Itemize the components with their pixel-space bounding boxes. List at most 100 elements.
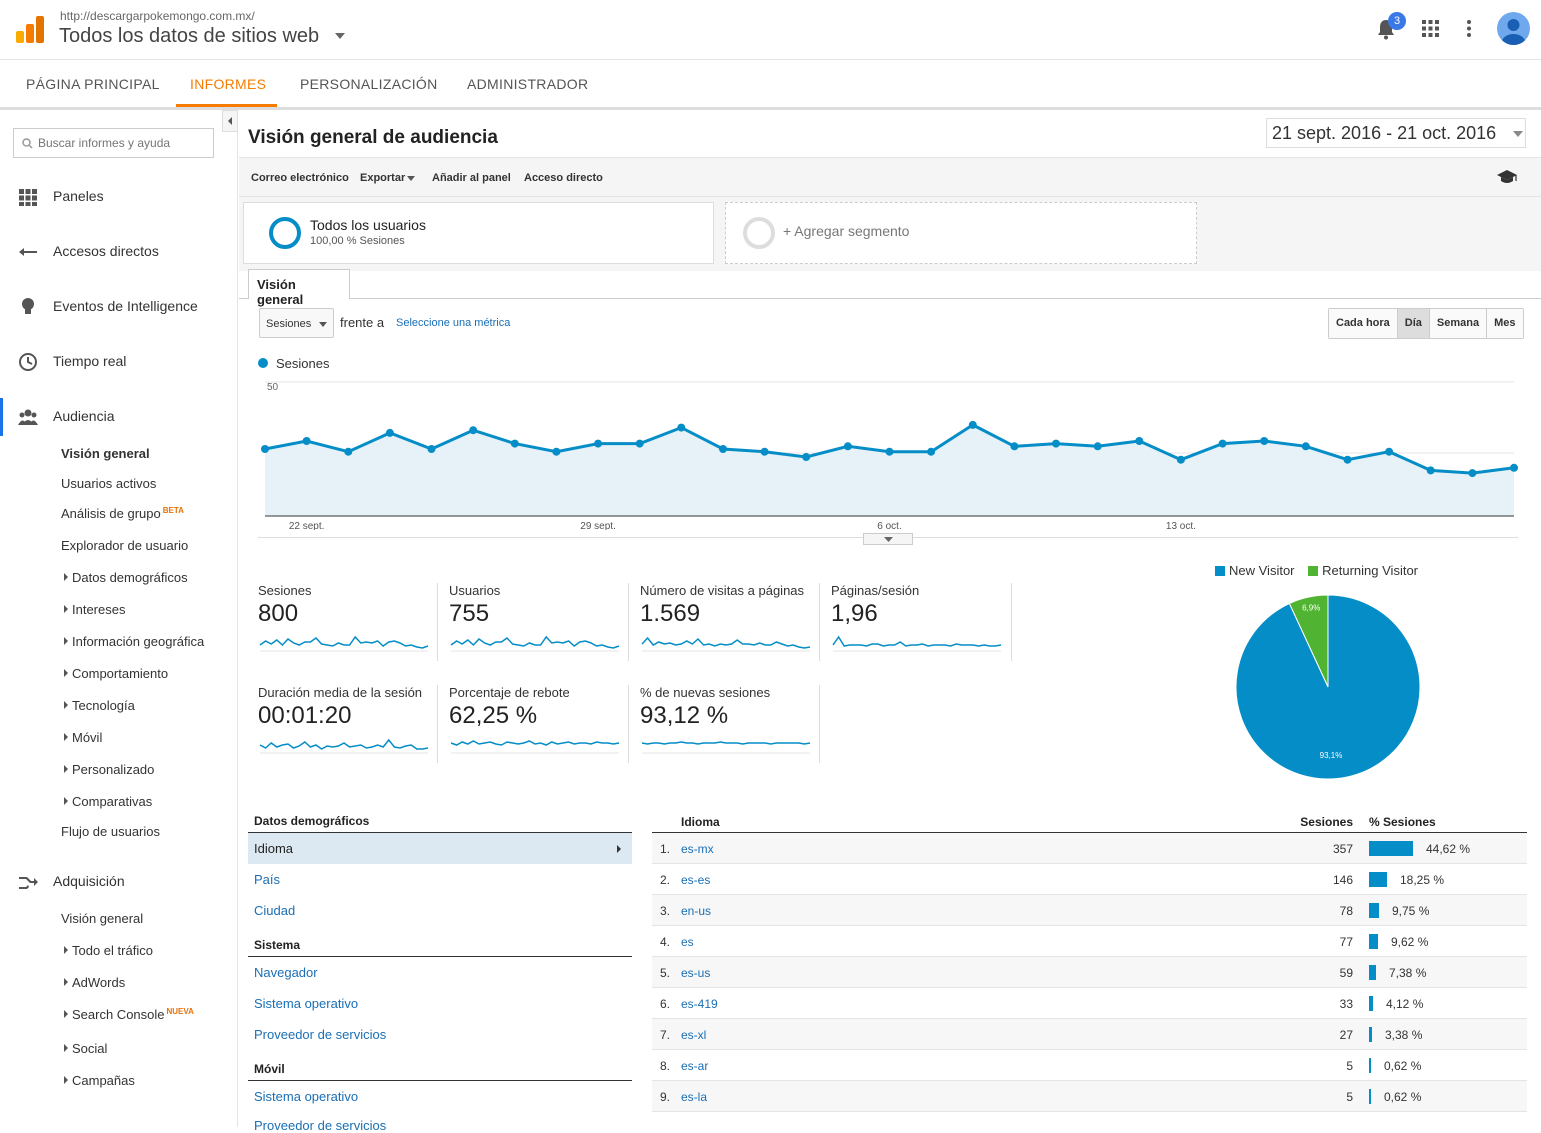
scorecard[interactable]: Número de visitas a páginas 1.569: [640, 583, 820, 652]
row-number: 4.: [660, 935, 671, 949]
sidebar-item-acquisition[interactable]: Adquisición: [53, 873, 125, 889]
dimension-language-selected[interactable]: Idioma: [248, 833, 632, 864]
add-to-dashboard-button[interactable]: Añadir al panel: [432, 172, 511, 184]
avatar[interactable]: [1497, 12, 1530, 45]
sidebar-item-demographics[interactable]: Datos demográficos: [72, 570, 188, 585]
segment-ring-icon: [269, 217, 301, 249]
dimension-provider[interactable]: Proveedor de servicios: [254, 1027, 387, 1042]
language-link[interactable]: es-419: [681, 997, 718, 1011]
tab-customization[interactable]: PERSONALIZACIÓN: [300, 76, 438, 92]
language-link[interactable]: en-us: [681, 904, 712, 918]
chevron-down-icon[interactable]: [335, 33, 345, 39]
sessions-legend-label: Sesiones: [276, 356, 330, 371]
pie-slice-new-visitor[interactable]: [1235, 594, 1421, 780]
language-link[interactable]: es-la: [681, 1090, 708, 1104]
language-link[interactable]: es-mx: [681, 842, 714, 856]
sidebar-item-behavior[interactable]: Comportamiento: [72, 666, 169, 681]
sidebar-item-intelligence[interactable]: Eventos de Intelligence: [53, 298, 198, 314]
y-tick-label: 50: [267, 382, 279, 393]
email-button[interactable]: Correo electrónico: [251, 172, 349, 184]
sidebar-item-benchmarking[interactable]: Comparativas: [72, 794, 153, 809]
chart-resize-handle[interactable]: [863, 533, 913, 545]
scorecard[interactable]: % de nuevas sesiones 93,12 %: [640, 685, 820, 754]
sidebar-item-search-console[interactable]: Search Console NUEVA: [72, 1007, 194, 1022]
view-selector[interactable]: Todos los datos de sitios web: [59, 25, 320, 47]
sidebar-item-campaigns[interactable]: Campañas: [72, 1073, 135, 1088]
apps-grid-icon[interactable]: [1422, 20, 1439, 37]
dimension-mobile-provider[interactable]: Proveedor de servicios: [254, 1118, 387, 1133]
language-link[interactable]: es-xl: [681, 1028, 707, 1042]
sidebar-item-all-traffic[interactable]: Todo el tráfico: [72, 943, 153, 958]
granularity-week[interactable]: Semana: [1429, 309, 1488, 338]
sidebar-item-active-users[interactable]: Usuarios activos: [61, 476, 157, 491]
tab-home[interactable]: PÁGINA PRINCIPAL: [26, 76, 160, 92]
segment-all-users[interactable]: Todos los usuarios 100,00 % Sesiones: [243, 202, 714, 264]
cohort-label: Análisis de grupo: [61, 506, 161, 521]
language-link[interactable]: es-ar: [681, 1059, 709, 1073]
language-link[interactable]: es: [681, 935, 694, 949]
select-metric-link[interactable]: Seleccione una métrica: [396, 317, 511, 329]
tab-overview[interactable]: Visión general: [248, 269, 350, 307]
granularity-month[interactable]: Mes: [1487, 309, 1523, 338]
sidebar-item-social[interactable]: Social: [72, 1041, 108, 1056]
sidebar-item-users-flow[interactable]: Flujo de usuarios: [61, 824, 160, 839]
dimension-mobile-os[interactable]: Sistema operativo: [254, 1089, 359, 1104]
sidebar-item-user-explorer[interactable]: Explorador de usuario: [61, 538, 189, 553]
sidebar-item-audience-overview[interactable]: Visión general: [61, 446, 150, 461]
scorecard[interactable]: Porcentaje de rebote 62,25 %: [449, 685, 629, 754]
sidebar-item-realtime[interactable]: Tiempo real: [53, 353, 127, 369]
sidebar-item-geo[interactable]: Información geográfica: [72, 634, 205, 649]
graduation-cap-icon[interactable]: [1496, 169, 1518, 185]
data-point: [802, 453, 811, 461]
add-segment-label: + Agregar segmento: [783, 223, 910, 239]
sidebar-item-mobile[interactable]: Móvil: [72, 730, 103, 745]
scorecard-divider: [437, 583, 438, 661]
export-button[interactable]: Exportar: [360, 172, 406, 184]
language-link[interactable]: es-us: [681, 966, 711, 980]
sidebar-item-shortcuts[interactable]: Accesos directos: [53, 243, 159, 259]
sessions-value: 5: [1346, 1090, 1353, 1104]
scorecard[interactable]: Duración media de la sesión 00:01:20: [258, 685, 438, 754]
sidebar-item-acq-overview[interactable]: Visión general: [61, 911, 144, 926]
tab-admin[interactable]: ADMINISTRADOR: [467, 76, 589, 92]
sidebar-item-dashboards[interactable]: Paneles: [53, 188, 104, 204]
search-input[interactable]: [38, 136, 208, 150]
expand-triangle-icon: [64, 669, 68, 677]
sidebar-item-interests[interactable]: Intereses: [72, 602, 126, 617]
scorecard[interactable]: Usuarios 755: [449, 583, 629, 652]
tab-reports[interactable]: INFORMES: [190, 76, 267, 92]
sidebar-search[interactable]: [13, 128, 214, 158]
metric-select[interactable]: Sesiones: [259, 308, 334, 338]
col-sessions: Sesiones: [1300, 815, 1353, 829]
sidebar-item-adwords[interactable]: AdWords: [72, 975, 126, 990]
shortcut-button[interactable]: Acceso directo: [524, 172, 603, 184]
collapse-sidebar-button[interactable]: [222, 110, 238, 132]
section-demographics: Datos demográficos: [254, 814, 370, 828]
sidebar-item-custom[interactable]: Personalizado: [72, 762, 155, 777]
chevron-down-icon[interactable]: [1513, 131, 1523, 137]
analytics-logo-icon[interactable]: [16, 15, 44, 43]
expand-triangle-icon: [64, 1010, 68, 1018]
dimension-city[interactable]: Ciudad: [254, 903, 296, 918]
sidebar-item-audience[interactable]: Audiencia: [53, 408, 115, 424]
x-tick-label: 29 sept.: [580, 521, 616, 530]
beta-badge: BETA: [162, 506, 184, 515]
active-tab-indicator: [176, 104, 277, 107]
chevron-down-icon[interactable]: [407, 176, 415, 181]
language-link[interactable]: es-es: [681, 873, 711, 887]
granularity-day[interactable]: Día: [1397, 309, 1430, 338]
granularity-hourly[interactable]: Cada hora: [1329, 309, 1398, 338]
scorecard[interactable]: Sesiones 800: [258, 583, 438, 652]
data-point: [594, 439, 603, 448]
scorecard[interactable]: Páginas/sesión 1,96: [831, 583, 1011, 652]
percent-value: 44,62 %: [1426, 842, 1471, 856]
sidebar-item-technology[interactable]: Tecnología: [72, 698, 135, 713]
dimension-browser[interactable]: Navegador: [254, 965, 318, 980]
data-point: [469, 426, 478, 435]
date-range-picker[interactable]: 21 sept. 2016 - 21 oct. 2016: [1266, 118, 1526, 148]
sidebar-item-cohort-analysis[interactable]: Análisis de grupo BETA: [61, 506, 184, 521]
dimension-os[interactable]: Sistema operativo: [254, 996, 359, 1011]
more-vert-icon[interactable]: [1466, 20, 1472, 37]
dimension-country[interactable]: País: [254, 872, 281, 887]
add-segment-button[interactable]: + Agregar segmento: [725, 202, 1197, 264]
